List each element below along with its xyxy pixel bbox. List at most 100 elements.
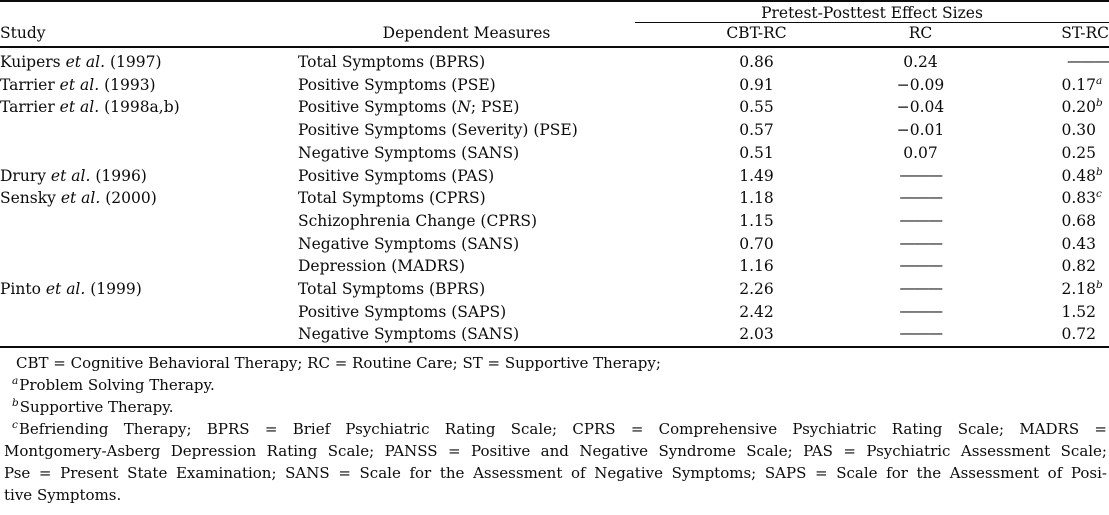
cbt-rc-cell: 2.03 [739,325,774,344]
st-rc-cell: ——— [963,47,1109,74]
study-cell [0,233,298,256]
footnote-b-mark: b [12,397,19,410]
measure-cell: Positive Symptoms (PSE) [298,75,496,94]
measure-cell: Negative Symptoms (SANS) [298,143,520,162]
table-row: Negative Symptoms (SANS) 0.51 0.07 0.25 [0,142,1109,165]
rc-cell: ——— [878,187,963,210]
footnote-a-mark: a [12,375,19,388]
spanner-spacer [0,1,635,22]
st-rc-cell: 0.17a [1061,74,1103,94]
no-value-dash: ——— [899,165,944,184]
measure-cell: Positive Symptoms (PAS) [298,166,495,185]
study-cell [0,255,298,278]
table-row: Tarrier et al. (1993) Positive Symptoms (… [0,74,1109,97]
rc-cell: ——— [878,278,963,301]
no-value-dash: ——— [899,210,944,229]
cbt-rc-cell: 0.91 [739,75,774,94]
st-rc-cell: 0.83c [1061,188,1102,208]
st-rc-cell: 2.18b [1061,278,1103,299]
study-cell [0,301,298,324]
footnote-c-line-1: cBefriending Therapy; BPRS = Brief Psych… [2,418,1107,440]
col-header-study: Study [0,22,298,48]
measure-cell: Total Symptoms (BPRS) [298,53,486,71]
study-cell: Tarrier et al. (1998a,b) [0,98,180,117]
cbt-rc-cell: 0.70 [739,234,774,253]
no-value-dash: ——— [899,279,944,298]
study-cell [0,323,298,347]
table-row: Drury et al. (1996) Positive Symptoms (PA… [0,165,1109,188]
measure-cell: Positive Symptoms (SAPS) [298,302,507,321]
measure-cell: Depression (MADRS) [298,257,466,276]
footnote-b-text: Supportive Therapy. [19,398,174,417]
footnote-c-line-2: Montgomery-Asberg Depression Rating Scal… [4,442,1107,461]
rc-cell: ——— [878,233,963,256]
col-header-dependent-measures: Dependent Measures [298,22,635,48]
study-cell [0,119,298,142]
rc-cell: ——— [878,301,963,324]
table-row: Negative Symptoms (SANS) 2.03 ——— 0.72 [0,323,1109,347]
cbt-rc-cell: 0.55 [739,98,774,117]
table-row: Sensky et al. (2000) Total Symptoms (CPRS… [0,187,1109,210]
cbt-rc-cell: 1.15 [739,211,774,230]
effect-sizes-table: Pretest-Posttest Effect Sizes Study Depe… [0,0,1109,349]
column-header-row: Study Dependent Measures CBT-RC RC ST-RC [0,22,1109,48]
measure-cell: Positive Symptoms (Severity) (PSE) [298,121,578,140]
cbt-rc-cell: 2.42 [739,302,774,321]
footnote-c-line-4: tive Symptoms. [4,486,122,505]
table-row: Pinto et al. (1999) Total Symptoms (BPRS)… [0,278,1109,301]
cbt-rc-cell: 1.18 [739,189,774,208]
study-cell: Tarrier et al. (1993) [0,75,156,94]
table-row: Positive Symptoms (SAPS) 2.42 ——— 1.52 [0,301,1109,324]
no-value-dash: ——— [899,256,944,275]
st-rc-cell: 0.72 [1061,325,1097,344]
study-cell: Drury et al. (1996) [0,166,147,185]
rc-cell: 0.24 [903,53,938,71]
table-row: Kuipers et al. (1997) Total Symptoms (BPR… [0,47,1109,74]
st-rc-cell: 0.48b [1061,165,1103,185]
footnote-c-mark: c [12,419,18,432]
rc-cell: −0.04 [896,98,945,117]
no-value-dash: ——— [899,233,944,252]
table-row: Negative Symptoms (SANS) 0.70 ——— 0.43 [0,233,1109,256]
table-row: Positive Symptoms (Severity) (PSE) 0.57 −0… [0,119,1109,142]
table-row: Depression (MADRS) 1.16 ——— 0.82 [0,255,1109,278]
cbt-rc-cell: 2.26 [739,280,774,299]
study-cell: Kuipers et al. (1997) [0,53,162,71]
cbt-rc-cell: 1.49 [739,166,774,185]
no-value-dash: ——— [899,324,944,343]
measure-cell: Negative Symptoms (SANS) [298,234,520,253]
study-cell [0,142,298,165]
table-row: Schizophrenia Change (CPRS) 1.15 ——— 0.68 [0,210,1109,233]
measure-cell: Total Symptoms (CPRS) [298,189,486,208]
study-cell [0,210,298,233]
st-rc-cell: 0.82 [1061,257,1097,276]
spanner-header: Pretest-Posttest Effect Sizes [635,1,1109,23]
footnote-a-text: Problem Solving Therapy. [19,376,215,395]
cbt-rc-cell: 0.51 [739,143,774,162]
footnote-b: bSupportive Therapy. [2,396,1107,418]
st-rc-cell: 0.30 [1061,121,1097,140]
table-body: Kuipers et al. (1997) Total Symptoms (BPR… [0,47,1109,347]
no-value-dash: ——— [1067,52,1109,70]
no-value-dash: ——— [899,188,944,207]
col-header-cbt-rc: CBT-RC [635,22,878,48]
st-rc-cell: 1.52 [1061,302,1097,321]
footnote-c-line-3: Pse = Present State Examination; SANS = … [4,464,1107,483]
measure-cell: Schizophrenia Change (CPRS) [298,211,538,230]
footnote-c-line-1-text: Befriending Therapy; BPRS = Brief Psychi… [18,420,1107,439]
st-rc-cell: 0.43 [1061,234,1097,253]
st-rc-cell: 0.20b [1061,97,1103,117]
measure-cell: Positive Symptoms (N; PSE) [298,98,520,117]
st-rc-cell: 0.68 [1061,211,1097,230]
spanner-row: Pretest-Posttest Effect Sizes [0,1,1109,23]
no-value-dash: ——— [899,301,944,320]
footnote-abbreviations: CBT = Cognitive Behavioral Therapy; RC =… [16,354,661,373]
cbt-rc-cell: 1.16 [739,257,774,276]
rc-cell: 0.07 [903,143,938,162]
col-header-st-rc: ST-RC [963,22,1109,48]
col-header-rc: RC [878,22,963,48]
table-header: Pretest-Posttest Effect Sizes Study Depe… [0,1,1109,48]
table-footnotes: CBT = Cognitive Behavioral Therapy; RC =… [0,348,1109,506]
table-row: Tarrier et al. (1998a,b) Positive Symptom… [0,96,1109,119]
